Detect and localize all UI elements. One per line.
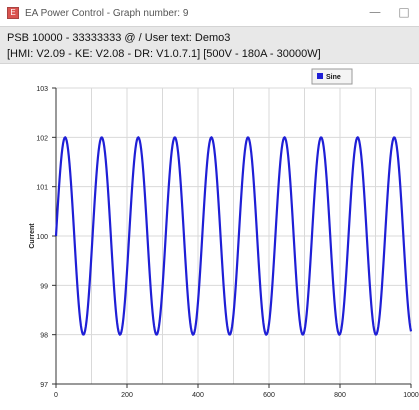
- y-tick-label: 103: [36, 86, 48, 93]
- y-tick-label: 100: [36, 234, 48, 241]
- device-info-line: PSB 10000 - 33333333 @ / User text: Demo…: [7, 32, 231, 44]
- series-line-sine: [54, 136, 413, 336]
- y-tick-label: 102: [36, 135, 48, 142]
- window-titlebar: E EA Power Control - Graph number: 9 — □: [0, 0, 419, 26]
- legend-box: [311, 68, 353, 85]
- x-tick-label: 400: [192, 392, 204, 399]
- current-chart: 97 98 99 100 101 102 103 0 200 400 600 800 1000 Curre…: [29, 68, 419, 399]
- y-tick-label: 101: [36, 185, 48, 192]
- y-tick-label: 99: [40, 283, 48, 290]
- device-info-panel: PSB 10000 - 33333333 @ / User text: Demo…: [0, 26, 419, 64]
- legend-entry: Sine: [326, 74, 341, 81]
- x-tick-label: 1000: [403, 392, 419, 399]
- chart-area: 97 98 99 100 101 102 103 0 200 400 600 800 1000 Curre…: [0, 64, 419, 405]
- legend-swatch: [317, 73, 323, 79]
- minimize-icon[interactable]: —: [369, 5, 381, 19]
- y-tick-label: 98: [40, 333, 48, 340]
- y-axis-label: Current: [29, 223, 36, 249]
- window-title: EA Power Control - Graph number: 9: [25, 7, 189, 19]
- y-tick-label: 97: [40, 382, 48, 389]
- x-tick-label: 600: [263, 392, 275, 399]
- x-tick-label: 200: [121, 392, 133, 399]
- x-tick-label: 800: [334, 392, 346, 399]
- x-tick-label: 0: [54, 392, 58, 399]
- maximize-icon[interactable]: □: [398, 5, 410, 19]
- app-logo-icon: E: [7, 7, 19, 19]
- version-info-line: [HMI: V2.09 - KE: V2.08 - DR: V1.0.7.1] …: [7, 48, 321, 60]
